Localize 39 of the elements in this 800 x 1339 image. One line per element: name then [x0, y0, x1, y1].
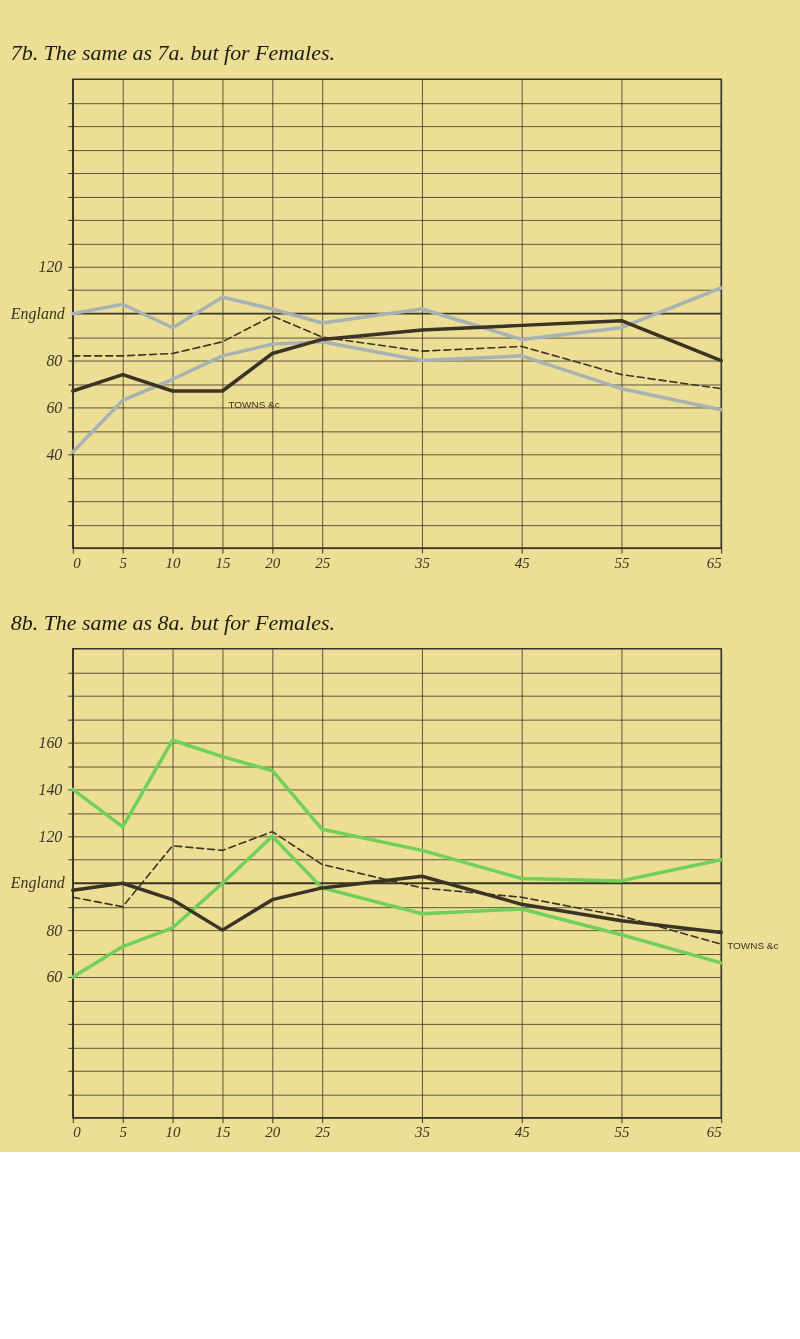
- x-tick-label: 65: [706, 1124, 723, 1141]
- x-tick-label: 15: [215, 554, 231, 571]
- x-tick-label: 20: [265, 1124, 281, 1141]
- x-tick-label: 10: [165, 1124, 182, 1141]
- x-tick-label: 45: [514, 1124, 531, 1141]
- chart-title: 8b. The same as 8a. but for Females.: [10, 609, 335, 635]
- x-tick-label: 5: [119, 554, 128, 571]
- y-tick-label: 60: [46, 968, 63, 986]
- x-tick-label: 0: [73, 554, 82, 571]
- y-tick-label: 120: [38, 258, 63, 276]
- y-tick-label: 80: [46, 352, 63, 370]
- series-label: TOWNS &c: [228, 398, 280, 410]
- x-tick-label: 55: [614, 554, 630, 571]
- line-series: [71, 738, 723, 883]
- y-tick-label: 80: [46, 921, 63, 939]
- y-tick-label: 60: [46, 398, 63, 416]
- y-tick-label: 160: [38, 734, 63, 752]
- x-tick-label: 5: [119, 1124, 128, 1141]
- x-tick-label: 0: [73, 1124, 82, 1141]
- x-tick-label: 10: [165, 554, 182, 571]
- x-tick-label: 65: [706, 554, 723, 571]
- x-tick-label: 55: [614, 1124, 630, 1141]
- x-tick-label: 45: [514, 554, 531, 571]
- ref-line-label: England: [9, 304, 66, 323]
- line-series: [71, 340, 723, 454]
- series-label: TOWNS &c: [727, 940, 779, 952]
- x-tick-label: 35: [413, 554, 431, 571]
- x-tick-label: 25: [315, 1124, 331, 1141]
- ref-line-label: England: [9, 874, 66, 893]
- y-tick-label: 120: [38, 827, 63, 845]
- chart-title: 7b. The same as 7a. but for Females.: [10, 40, 335, 66]
- x-tick-label: 20: [265, 554, 281, 571]
- x-tick-label: 35: [413, 1124, 431, 1141]
- x-tick-label: 25: [315, 554, 331, 571]
- y-tick-label: 40: [46, 445, 63, 463]
- y-tick-label: 140: [38, 780, 63, 798]
- line-series: [71, 286, 723, 342]
- line-series: [71, 834, 723, 979]
- x-tick-label: 15: [215, 1124, 231, 1141]
